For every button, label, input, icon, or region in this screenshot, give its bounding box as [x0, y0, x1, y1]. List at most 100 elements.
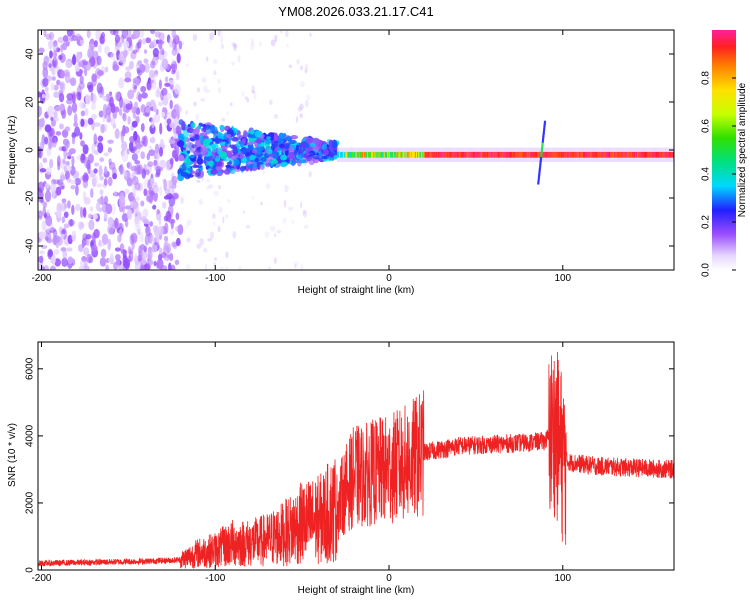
- spectrogram-cell: [595, 151, 597, 158]
- spectrogram-cell: [203, 85, 208, 93]
- spectrogram-cell: [352, 151, 354, 158]
- spectrogram-cell: [78, 61, 84, 68]
- spectrogram-cell: [226, 198, 231, 203]
- spectrogram-cell: [126, 177, 133, 187]
- spectrogram-cell: [76, 91, 82, 101]
- spectrogram-cell: [218, 87, 221, 94]
- spectrogram-cell: [231, 136, 239, 142]
- spectrogram-cell: [502, 151, 504, 158]
- spectrogram-cell: [358, 151, 360, 158]
- spectrogram-cell: [67, 256, 74, 265]
- spectrogram-y-axis-label: Frequency (Hz): [7, 116, 18, 185]
- spectrogram-x-tick-label: 100: [554, 273, 571, 284]
- spectrogram-cell: [418, 151, 420, 158]
- spectrogram-cell: [518, 151, 520, 158]
- spectrogram-cell: [177, 154, 185, 162]
- spectrogram-cell: [407, 151, 409, 158]
- spectrogram-cell: [273, 113, 279, 120]
- spectrogram-cell: [141, 136, 146, 145]
- spectrogram-cell: [150, 178, 154, 187]
- spectrogram-cell: [153, 260, 157, 267]
- spectrogram-cell: [42, 66, 49, 79]
- spectrogram-cell: [78, 81, 85, 90]
- spectrogram-cell: [305, 149, 309, 157]
- spectrogram-cell: [103, 212, 108, 220]
- spectrogram-cell: [499, 151, 501, 158]
- spectrogram-cell: [268, 266, 271, 270]
- spectrogram-cell: [219, 124, 225, 131]
- spectrogram-cell: [168, 37, 173, 48]
- spectrogram-cell: [71, 230, 77, 242]
- spectrogram-cell: [207, 160, 215, 167]
- spectrogram-x-tick-label: 0: [386, 273, 392, 284]
- spectrogram-cell: [106, 117, 112, 123]
- spectrogram-cell: [309, 32, 312, 38]
- spectrogram-cell: [356, 151, 358, 158]
- spectrogram-cell: [519, 151, 521, 158]
- spectrogram-cell: [475, 151, 477, 158]
- spectrogram-cell: [254, 157, 260, 163]
- spectrogram-cell: [430, 151, 432, 158]
- spectrogram-cell: [180, 171, 189, 177]
- spectrogram-cell: [278, 143, 286, 149]
- spectrogram-cell: [66, 247, 73, 252]
- spectrogram-cell: [252, 91, 257, 100]
- spectrogram-cell: [57, 36, 64, 44]
- spectrogram-cell: [213, 70, 217, 76]
- spectrogram-cell: [223, 168, 231, 175]
- spectrogram-cell: [434, 151, 437, 158]
- spectrogram-cell: [132, 49, 138, 54]
- spectrogram-cell: [178, 40, 183, 50]
- spectrogram-cell: [143, 62, 150, 73]
- spectrogram-cell: [393, 151, 395, 158]
- spectrogram-cell: [44, 190, 52, 203]
- spectrogram-cell: [365, 151, 367, 158]
- spectrogram-cell: [38, 181, 45, 193]
- spectrogram-cell: [260, 201, 263, 206]
- spectrogram-cell: [171, 189, 175, 196]
- spectrogram-cell: [405, 151, 407, 158]
- spectrogram-cell: [471, 151, 473, 158]
- snr-series-line: [38, 351, 674, 569]
- spectrogram-cell: [134, 225, 142, 232]
- spectrogram-cell: [64, 170, 70, 181]
- spectrogram-cell: [382, 151, 384, 158]
- spectrogram-cell: [589, 151, 591, 158]
- spectrogram-cell: [180, 196, 184, 204]
- spectrogram-cell: [450, 151, 452, 158]
- spectrogram-cell: [140, 200, 145, 207]
- spectrogram-cell: [614, 151, 616, 158]
- spectrogram-cell: [484, 151, 487, 158]
- spectrogram-cell: [200, 98, 206, 102]
- spectrogram-cell: [151, 77, 157, 90]
- spectrogram-cell: [174, 84, 181, 95]
- spectrogram-cell: [648, 151, 650, 158]
- spectrogram-cell: [220, 266, 224, 270]
- spectrogram-cell: [586, 151, 588, 158]
- colorbar-tick-label: 0.6: [701, 119, 712, 133]
- spectrogram-cell: [43, 55, 50, 66]
- spectrogram-cell: [93, 133, 98, 145]
- spectrogram-cell: [45, 167, 52, 175]
- spectrogram-cell: [221, 117, 226, 122]
- spectrogram-cell: [658, 151, 660, 158]
- spectrogram-cell: [208, 184, 214, 189]
- spectrogram-cell: [652, 151, 654, 158]
- spectrogram-cell: [153, 186, 160, 194]
- spectrogram-cell: [551, 151, 553, 158]
- spectrogram-cell: [170, 264, 176, 270]
- spectrogram-cell: [308, 171, 312, 178]
- spectrogram-cell: [428, 151, 430, 158]
- spectrogram-cell: [159, 122, 163, 135]
- spectrogram-cell: [508, 151, 511, 158]
- spectrogram-cell: [201, 123, 206, 128]
- spectrogram-cell: [135, 107, 141, 116]
- spectrogram-cell: [195, 134, 199, 139]
- spectrogram-cell: [389, 151, 391, 158]
- spectrogram-cell: [289, 206, 294, 211]
- spectrogram-cell: [242, 210, 246, 214]
- spectrogram-cell: [336, 151, 339, 158]
- spectrogram-cell: [133, 30, 140, 39]
- spectrogram-cell: [54, 258, 61, 267]
- spectrogram-cell: [647, 151, 649, 158]
